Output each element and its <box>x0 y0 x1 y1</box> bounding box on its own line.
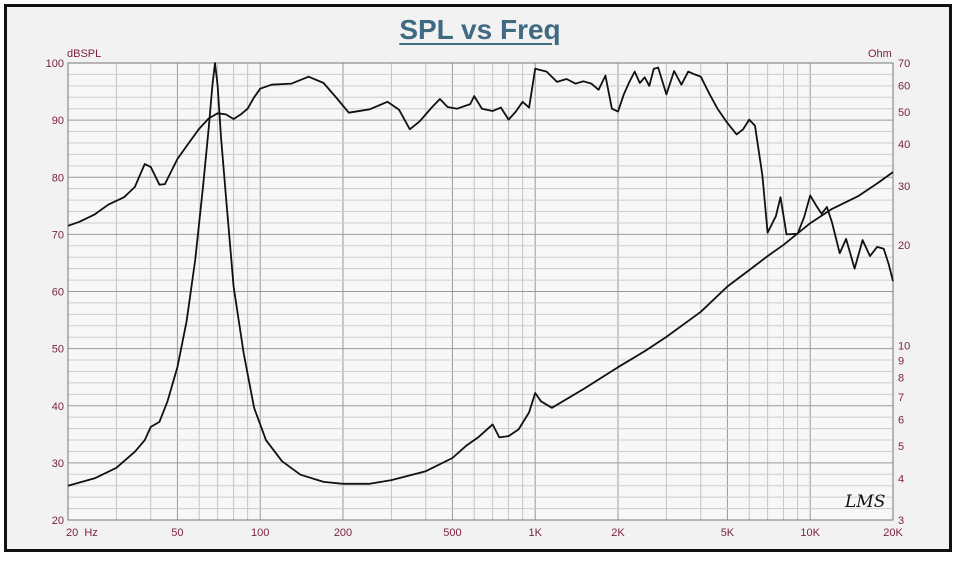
left-tick-label: 40 <box>52 401 64 413</box>
plot-border <box>67 62 894 521</box>
left-tick-label: 90 <box>52 115 64 127</box>
right-tick-label: 5 <box>898 441 904 453</box>
left-tick-label: 20 <box>52 515 64 527</box>
left-tick-label: 30 <box>52 458 64 470</box>
right-tick-label: 9 <box>898 356 904 368</box>
left-tick-label: 80 <box>52 172 64 184</box>
impedance-curve <box>67 62 894 487</box>
x-tick-label: 10K <box>800 527 820 539</box>
right-axis-unit: Ohm <box>868 48 892 60</box>
grid <box>67 63 894 520</box>
lms-signature: LMS <box>844 492 885 512</box>
x-tick-label: 500 <box>443 527 461 539</box>
x-tick-label: 20K <box>883 527 903 539</box>
chart-title: SPL vs Freq <box>399 14 561 45</box>
series-layer <box>67 62 894 487</box>
x-tick-label: 200 <box>334 527 352 539</box>
right-tick-label: 8 <box>898 373 904 385</box>
left-tick-label: 60 <box>52 287 64 299</box>
right-tick-label: 7 <box>898 392 904 404</box>
right-tick-label: 60 <box>898 80 910 92</box>
right-tick-label: 30 <box>898 181 910 193</box>
right-tick-label: 20 <box>898 240 910 252</box>
x-tick-label: 20 Hz <box>66 527 98 539</box>
left-axis-unit: dBSPL <box>67 48 101 60</box>
right-tick-label: 50 <box>898 107 910 119</box>
right-tick-label: 10 <box>898 340 910 352</box>
right-tick-label: 40 <box>898 139 910 151</box>
right-tick-label: 70 <box>898 58 910 70</box>
x-tick-label: 100 <box>251 527 269 539</box>
spl-curve <box>67 66 894 282</box>
right-tick-label: 3 <box>898 515 904 527</box>
x-tick-label: 50 <box>171 527 183 539</box>
tick-labels: 20 Hz 50 100 200 500 1K 2K 5K 10K 20K 100 90 80 70 60 5… <box>46 58 911 539</box>
left-tick-label: 50 <box>52 344 64 356</box>
left-tick-label: 100 <box>46 58 64 70</box>
left-tick-label: 70 <box>52 229 64 241</box>
x-tick-label: 2K <box>611 527 625 539</box>
right-tick-label: 6 <box>898 414 904 426</box>
right-tick-label: 4 <box>898 473 904 485</box>
x-tick-label: 5K <box>721 527 735 539</box>
x-tick-label: 1K <box>528 527 542 539</box>
